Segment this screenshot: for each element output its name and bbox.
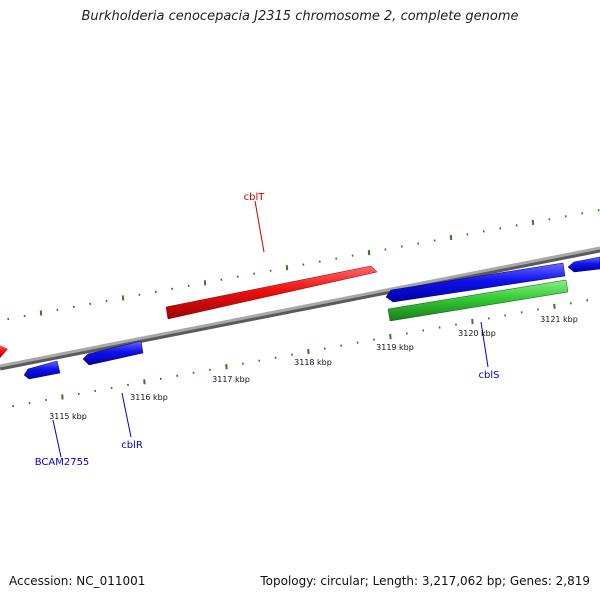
gene-cblS[interactable] xyxy=(387,279,569,322)
chromosome-backbone xyxy=(0,246,600,368)
ruler-label-3115: 3115 kbp xyxy=(49,412,87,421)
gene-cblR[interactable] xyxy=(82,340,144,366)
map-title: Burkholderia cenocepacia J2315 chromosom… xyxy=(81,9,519,24)
label-leader-cblS xyxy=(480,321,489,368)
gene-label-BCAM2755[interactable]: BCAM2755 xyxy=(35,457,90,468)
ruler-label-3120: 3120 kbp xyxy=(458,329,496,338)
gene-cblT[interactable] xyxy=(0,265,378,358)
label-leader-BCAM2755 xyxy=(52,419,62,458)
gene-BCAM2755[interactable] xyxy=(23,360,61,380)
gene-label-cblR[interactable]: cblR xyxy=(121,440,143,451)
label-leader-cblT xyxy=(254,200,265,253)
accession-label: Accession: NC_011001 xyxy=(9,574,146,588)
gene-partial-right[interactable] xyxy=(567,256,600,273)
gene-label-cblS[interactable]: cblS xyxy=(479,370,500,381)
ruler-label-3121: 3121 kbp xyxy=(540,315,578,324)
gene-upstream-reverse[interactable] xyxy=(385,262,566,303)
ruler-label-3118: 3118 kbp xyxy=(294,358,332,367)
gene-arrow-partial-left[interactable] xyxy=(0,345,8,358)
ruler-label-3119: 3119 kbp xyxy=(376,343,414,352)
ruler-label-3116: 3116 kbp xyxy=(130,393,168,402)
ruler-label-3117: 3117 kbp xyxy=(212,375,250,384)
outer-tick-ruler xyxy=(7,209,600,321)
label-leader-cblR xyxy=(121,392,132,438)
inner-tick-ruler xyxy=(12,299,589,408)
chromosome-backbone-shadow xyxy=(0,247,600,371)
genome-stats-label: Topology: circular; Length: 3,217,062 bp… xyxy=(260,574,590,588)
gene-label-cblT[interactable]: cblT xyxy=(244,192,266,203)
